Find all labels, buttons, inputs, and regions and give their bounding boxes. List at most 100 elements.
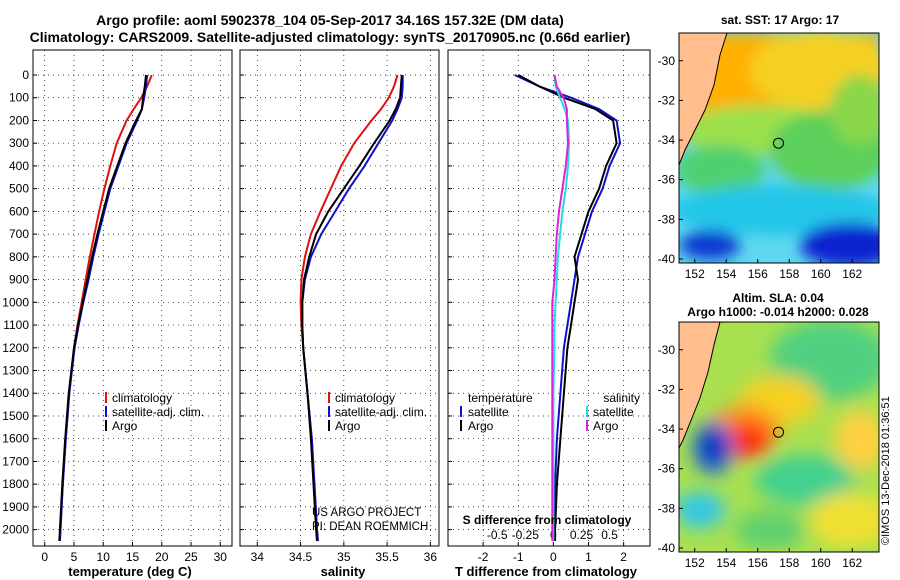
x-tick-label: -2 (478, 550, 489, 564)
x-tick-label: 0 (550, 550, 557, 564)
y-tick-label: 1300 (2, 364, 29, 378)
x-tick-label: 34.5 (289, 550, 313, 564)
timestamp-watermark: ©IMOS 13-Dec-2018 01:36:51 (880, 396, 892, 545)
salinity-legend: climatology satellite-adj. clim. Argo (328, 391, 427, 433)
sla-map-title-1: Altim. SLA: 0.04 (732, 291, 824, 305)
x-tick-label: 25 (184, 550, 198, 564)
difference-legend: temperature satellite Argo salinity sate… (460, 391, 640, 433)
s-tick-label: 0.25 (570, 528, 594, 542)
y-tick-label: 1000 (2, 295, 29, 309)
series-line-temperature-argo (517, 74, 618, 541)
map-y-tick-label: -36 (658, 173, 676, 187)
map-x-tick-label: 152 (685, 267, 705, 281)
legend-swatch-argo (328, 420, 330, 431)
legend-label-climatology: climatology (335, 391, 395, 405)
map-y-tick-label: -40 (658, 252, 676, 266)
x-tick-label: 34 (251, 550, 265, 564)
series-line-argo (301, 74, 403, 542)
x-tick-label: 35 (337, 550, 351, 564)
map-x-tick-label: 162 (842, 267, 862, 281)
temperature-legend: climatology satellite-adj. clim. Argo (105, 391, 204, 433)
legend-label-argo: Argo (112, 419, 138, 433)
series-line-temperature-satellite (514, 74, 622, 541)
map-y-tick-label: -40 (658, 541, 676, 555)
map-x-tick-label: 154 (716, 267, 736, 281)
x-tick-label: 1 (585, 550, 592, 564)
y-tick-label: 1100 (3, 318, 29, 332)
map-y-tick-label: -34 (658, 133, 676, 147)
map-x-tick-label: 158 (779, 267, 799, 281)
legend-label-t-satellite: satellite (468, 405, 509, 419)
legend-swatch-t-satellite (460, 406, 462, 417)
legend-label-satellite: satellite-adj. clim. (112, 405, 204, 419)
legend-swatch-argo (105, 420, 107, 431)
legend-label-satellite: satellite-adj. clim. (335, 405, 427, 419)
sst-map-title: sat. SST: 17 Argo: 17 (721, 13, 840, 27)
legend-swatch-t-argo (460, 420, 462, 431)
y-tick-label: 1900 (2, 500, 29, 514)
map-y-tick-label: -38 (658, 212, 676, 226)
x-tick-label: 2 (620, 550, 627, 564)
map-x-tick-label: 160 (811, 556, 831, 570)
x-tick-label: 30 (214, 550, 228, 564)
y-tick-label: 1800 (2, 477, 29, 491)
y-tick-label: 1400 (2, 386, 29, 400)
legend-swatch-satellite (328, 406, 330, 417)
legend-label-t-argo: Argo (468, 419, 494, 433)
legend-heading-salinity: salinity (603, 391, 640, 405)
legend-swatch-s-satellite (586, 406, 588, 417)
credit-line-1: US ARGO PROJECT (312, 507, 421, 519)
salinity-xlabel: salinity (321, 564, 367, 579)
legend-swatch-climatology (328, 392, 330, 403)
map-y-tick-label: -30 (658, 54, 676, 68)
sla-map-panel: Altim. SLA: 0.04 Argo h1000: -0.014 h200… (658, 291, 880, 570)
y-tick-label: 800 (9, 250, 29, 264)
map-x-tick-label: 160 (811, 267, 831, 281)
y-tick-label: 1200 (2, 341, 29, 355)
map-y-tick-label: -34 (658, 422, 676, 436)
difference-xlabel: T difference from climatology (455, 564, 638, 579)
credit-line-2: PI: DEAN ROEMMICH (312, 521, 428, 533)
x-tick-label: 36 (424, 550, 438, 564)
y-tick-label: 700 (9, 227, 29, 241)
map-y-tick-label: -30 (658, 343, 676, 357)
legend-swatch-climatology (105, 392, 107, 403)
legend-label-climatology: climatology (112, 391, 172, 405)
argo-position-marker (773, 137, 784, 149)
map-y-tick-label: -32 (658, 93, 676, 107)
map-x-tick-label: 154 (716, 556, 736, 570)
y-tick-label: 900 (9, 273, 29, 287)
map-x-tick-label: 152 (685, 556, 705, 570)
y-tick-label: 400 (9, 159, 29, 173)
map-x-tick-label: 158 (779, 556, 799, 570)
temperature-panel: 0100200300400500600700800900100011001200… (2, 49, 233, 579)
y-tick-label: 1700 (2, 454, 29, 468)
y-tick-label: 200 (9, 113, 29, 127)
y-tick-label: 0 (22, 68, 29, 82)
sla-map-title-2: Argo h1000: -0.014 h2000: 0.028 (687, 305, 869, 319)
x-tick-label: -1 (513, 550, 524, 564)
x-tick-label: 35.5 (375, 550, 399, 564)
y-tick-label: 100 (9, 91, 29, 105)
series-line-salinity-argo (551, 74, 569, 541)
sst-map-panel: sat. SST: 17 Argo: 17 152 154 156 158 160 162… (658, 13, 880, 281)
s-tick-label: -0.5 (487, 528, 508, 542)
legend-swatch-satellite (105, 406, 107, 417)
map-y-tick-label: -36 (658, 462, 676, 476)
title-line-2: Climatology: CARS2009. Satellite-adjuste… (29, 29, 631, 45)
map-x-tick-label: 162 (842, 556, 862, 570)
map-y-tick-label: -32 (658, 382, 676, 396)
map-x-tick-label: 156 (748, 556, 768, 570)
difference-panel: -2 -1 0 1 2-0.5 -0.25 0 0.25 0.5 T difference fr… (447, 49, 651, 579)
legend-label-argo: Argo (335, 419, 361, 433)
y-tick-label: 1500 (2, 409, 29, 423)
x-tick-label: 15 (126, 550, 140, 564)
legend-heading-temperature: temperature (468, 391, 533, 405)
s-tick-label: -0.25 (512, 528, 540, 542)
temperature-xlabel: temperature (deg C) (68, 564, 192, 579)
legend-label-s-satellite: satellite (593, 405, 634, 419)
salinity-panel: 34 34.5 35 35.5 36 salinity climatology sate… (239, 49, 440, 579)
series-line-salinity-satellite (552, 74, 571, 541)
x-tick-label: 10 (97, 550, 111, 564)
